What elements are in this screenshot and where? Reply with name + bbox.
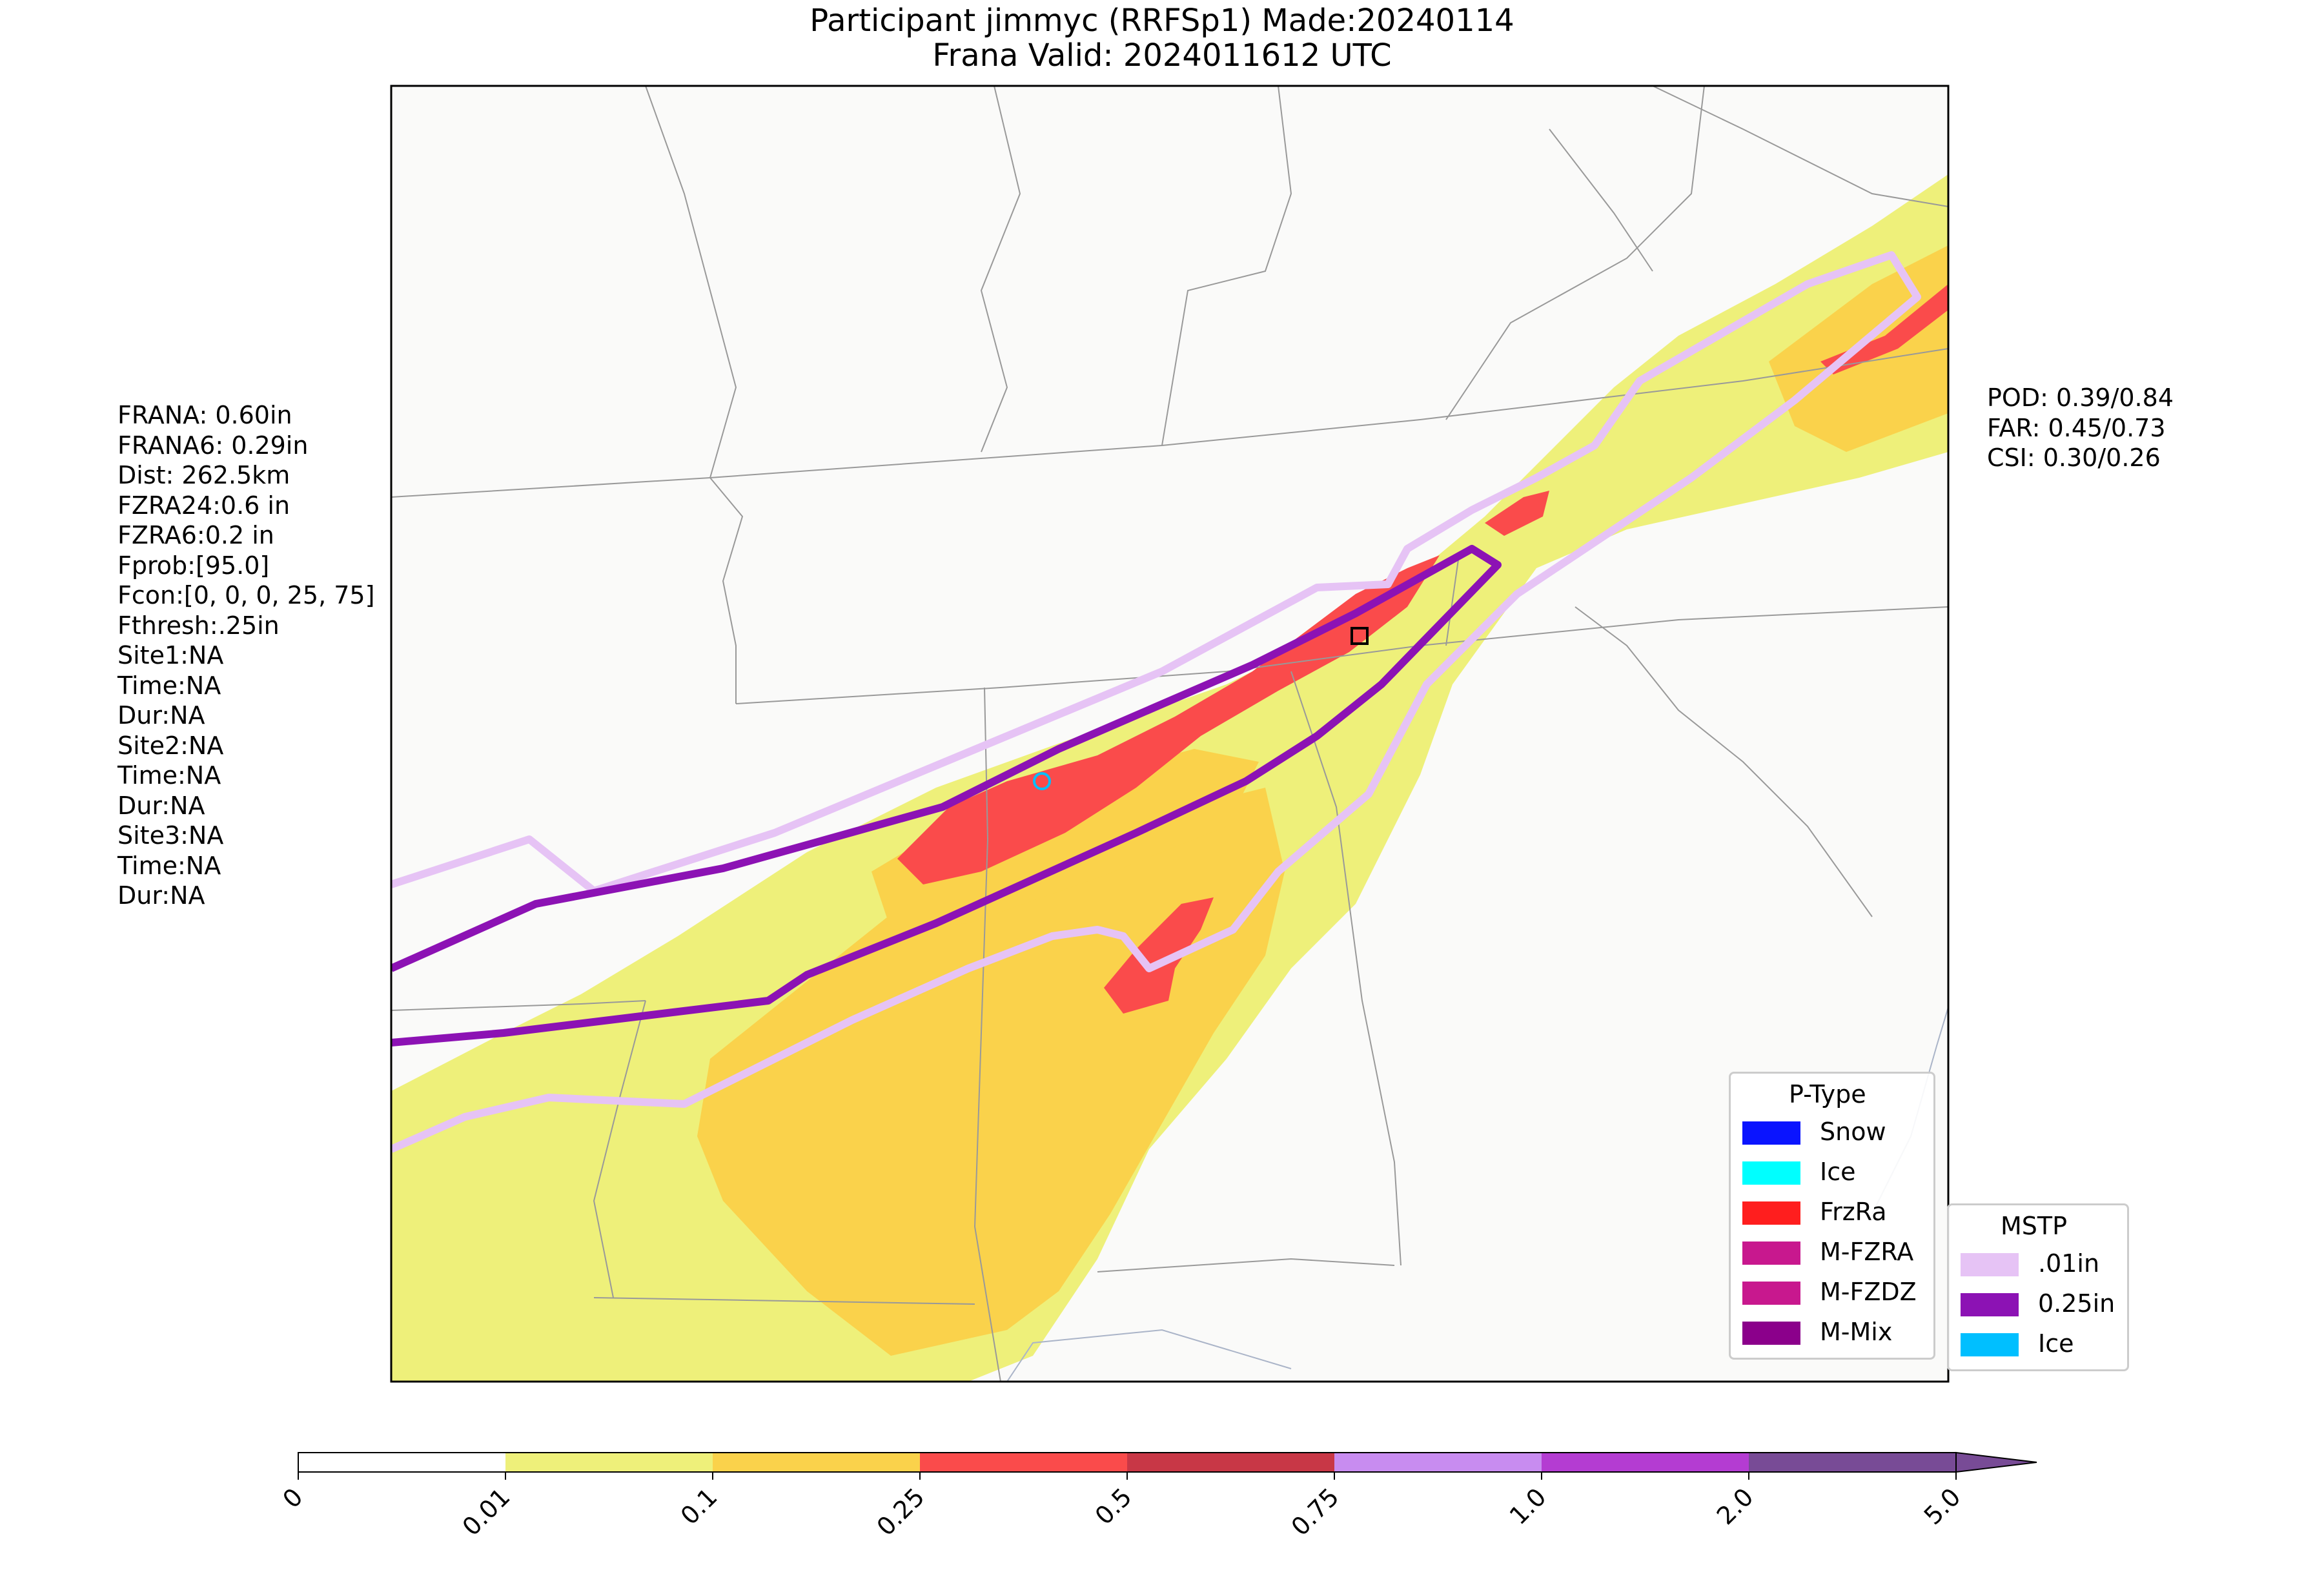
colorbar-segment: [298, 1453, 506, 1472]
verification-stats-panel: POD: 0.39/0.84 FAR: 0.45/0.73 CSI: 0.30/0.…: [1987, 383, 2174, 473]
stat-line: Site2:NA: [117, 731, 224, 760]
ptype-legend-label: FrzRa: [1820, 1198, 1887, 1226]
colorbar-segment: [920, 1453, 1128, 1472]
ptype-legend-label: Snow: [1820, 1118, 1886, 1146]
stat-line: Fprob:[95.0]: [117, 551, 270, 580]
colorbar-segment: [1542, 1453, 1749, 1472]
stat-line: Fcon:[0, 0, 0, 25, 75]: [117, 581, 375, 609]
colorbar-extend-arrow: [1955, 1451, 2037, 1473]
colorbar-outline: [298, 1452, 1957, 1473]
mstp-legend-label: 0.25in: [2038, 1289, 2115, 1318]
ptype-legend: P-Type Snow Ice FrzRa M-FZRA M-FZDZ M-Mix: [1729, 1072, 1935, 1360]
mstp-legend-swatch: [1961, 1333, 2019, 1356]
stat-line: Dist: 262.5km: [117, 461, 290, 489]
ptype-legend-label: M-FZRA: [1820, 1238, 1914, 1266]
stat-line: Dur:NA: [117, 701, 205, 730]
state-boundaries: [391, 86, 1948, 1382]
colorbar-segment: [713, 1453, 921, 1472]
colorbar-segment: [505, 1453, 713, 1472]
colorbar-segment: [1749, 1453, 1957, 1472]
ptype-legend-swatch: [1742, 1161, 1800, 1185]
ptype-legend-title: P-Type: [1789, 1080, 1866, 1109]
mstp-legend-label: Ice: [2038, 1329, 2074, 1358]
precip-map: [298, 85, 2037, 1480]
chart-subtitle: Frana Valid: 2024011612 UTC: [932, 37, 1392, 74]
ptype-legend-swatch: [1742, 1322, 1800, 1345]
stat-line: FZRA6:0.2 in: [117, 521, 274, 549]
ptype-legend-label: Ice: [1820, 1158, 1856, 1186]
colorbar-segment: [1127, 1453, 1335, 1472]
verification-line: FAR: 0.45/0.73: [1987, 413, 2166, 442]
mstp-legend-swatch: [1961, 1253, 2019, 1276]
contour-025in: [391, 545, 1502, 1047]
verification-line: POD: 0.39/0.84: [1987, 383, 2174, 412]
mstp-legend-label: .01in: [2038, 1249, 2100, 1278]
stat-line: Site1:NA: [117, 641, 224, 669]
stat-line: FRANA6: 0.29in: [117, 431, 309, 460]
mstp-legend: MSTP .01in 0.25in Ice: [1947, 1203, 2129, 1371]
stat-line: Site3:NA: [117, 821, 224, 850]
forecast-stats-panel: FRANA: 0.60in FRANA6: 0.29in Dist: 262.5km…: [117, 400, 374, 911]
verification-line: CSI: 0.30/0.26: [1987, 444, 2161, 472]
contour-001in: [391, 251, 1921, 1153]
frzra-area-sw: [1104, 897, 1214, 1014]
mstp-legend-title: MSTP: [2001, 1212, 2068, 1240]
ptype-legend-swatch: [1742, 1201, 1800, 1225]
frzra-area-ne1: [1485, 491, 1549, 536]
map-frame: [390, 85, 1950, 1383]
moderate-precip-area: [697, 788, 1285, 1356]
stat-line: Fthresh:.25in: [117, 611, 280, 640]
ptype-legend-swatch: [1742, 1121, 1800, 1145]
mstp-legend-swatch: [1961, 1293, 2019, 1316]
stat-line: FZRA24:0.6 in: [117, 491, 290, 520]
chart-title: Participant jimmyc (RRFSp1) Made:2024011…: [810, 3, 1514, 39]
colorbar-segment: [1334, 1453, 1542, 1472]
stat-line: Dur:NA: [117, 881, 205, 910]
stat-line: Time:NA: [117, 761, 221, 790]
ptype-legend-swatch: [1742, 1241, 1800, 1265]
ptype-legend-label: M-Mix: [1820, 1318, 1893, 1346]
site-marker: [1351, 627, 1369, 645]
ptype-legend-swatch: [1742, 1282, 1800, 1305]
stat-line: FRANA: 0.60in: [117, 401, 292, 429]
colorbar: [298, 1453, 1957, 1480]
moderate-precip-area-center: [872, 749, 1259, 930]
stat-line: Dur:NA: [117, 791, 205, 820]
stat-line: Time:NA: [117, 671, 221, 700]
ptype-legend-label: M-FZDZ: [1820, 1278, 1917, 1306]
ice-observation-marker: [1033, 772, 1051, 790]
stat-line: Time:NA: [117, 851, 221, 880]
